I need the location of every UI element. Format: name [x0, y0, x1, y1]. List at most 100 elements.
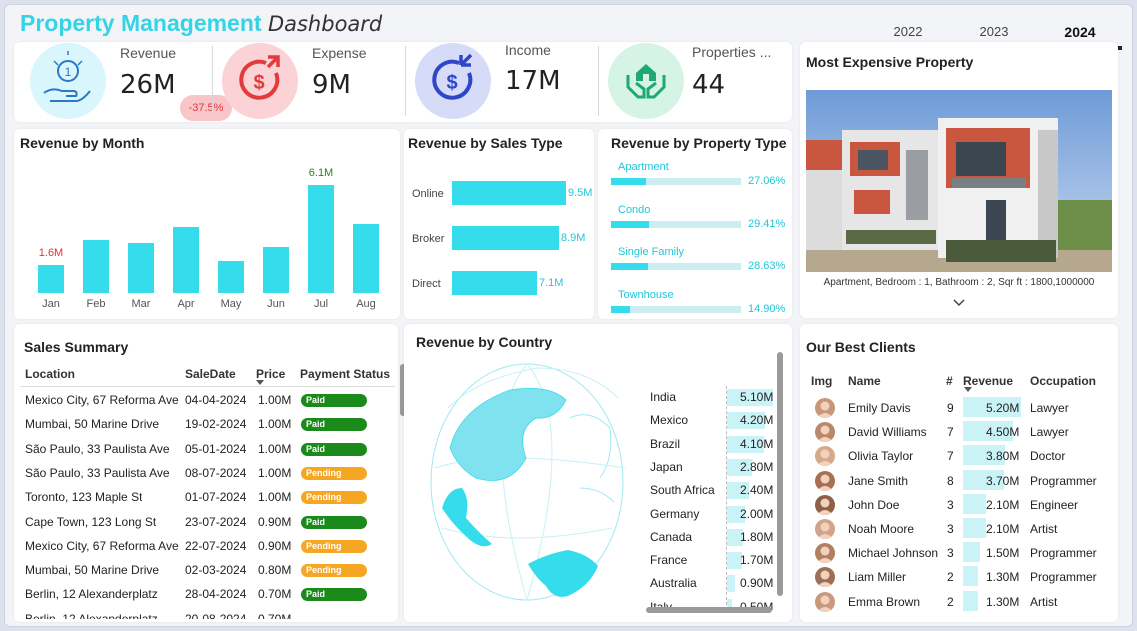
month-tick-label: Apr	[177, 298, 195, 310]
client-revenue-bar[interactable]	[963, 542, 980, 563]
client-revenue-bar[interactable]	[963, 590, 978, 611]
column-header-location[interactable]: Location	[25, 367, 75, 381]
client-revenue: 1.30M	[986, 570, 1020, 585]
month-bar[interactable]	[353, 224, 379, 293]
column-header-occupation[interactable]: Occupation	[1030, 374, 1097, 388]
client-revenue-bar[interactable]	[963, 469, 1004, 490]
country-bar[interactable]	[727, 598, 732, 609]
country-bar[interactable]	[727, 458, 752, 476]
property-type-bar[interactable]	[611, 220, 649, 228]
country-bar[interactable]	[727, 435, 764, 453]
country-bar[interactable]	[727, 528, 743, 546]
month-bar[interactable]	[83, 240, 109, 293]
country-label: Italy	[650, 599, 673, 610]
column-header-price[interactable]: Price	[256, 367, 286, 381]
client-revenue-bar[interactable]	[963, 397, 1021, 417]
month-bar[interactable]	[263, 247, 289, 293]
client-count: 3	[947, 546, 954, 561]
globe-map[interactable]	[420, 358, 634, 610]
sale-location: Mumbai, 50 Marine Drive	[25, 563, 160, 578]
country-bar[interactable]	[727, 552, 742, 570]
house-hands-icon	[608, 43, 684, 119]
client-occupation: Doctor	[1030, 449, 1066, 464]
country-value: 0.90M	[740, 576, 774, 591]
avatar	[815, 422, 835, 443]
avatar	[815, 519, 835, 539]
country-value: 2.80M	[740, 459, 774, 474]
month-bar[interactable]	[308, 185, 334, 293]
client-revenue-bar[interactable]	[963, 566, 978, 587]
sale-date: 01-07-2024	[185, 490, 247, 505]
chevron-down-icon[interactable]	[952, 296, 966, 310]
client-count: 8	[947, 473, 954, 488]
client-name: Jane Smith	[848, 473, 909, 488]
country-value: 4.10M	[740, 436, 774, 451]
column-header-payment-status[interactable]: Payment Status	[300, 367, 391, 381]
client-count: 9	[947, 401, 954, 415]
country-bar[interactable]	[727, 412, 765, 430]
client-revenue-bar[interactable]	[963, 421, 1013, 442]
country-label: India	[650, 390, 677, 404]
client-occupation: Lawyer	[1030, 401, 1069, 415]
client-count: 7	[947, 425, 954, 440]
sales-type-bar[interactable]	[452, 271, 537, 295]
avatar	[815, 398, 835, 418]
country-bar[interactable]	[727, 389, 773, 406]
avatar	[815, 591, 835, 612]
client-revenue-bar[interactable]	[963, 518, 986, 538]
country-bar[interactable]	[727, 505, 745, 523]
country-scrollbar-vertical[interactable]	[777, 352, 783, 596]
sale-price: 0.90M	[258, 514, 292, 529]
sale-price: 1.00M	[258, 441, 292, 456]
avatar	[815, 446, 835, 467]
column-header-img[interactable]: Img	[811, 374, 833, 388]
sales-type-label: Online	[412, 188, 444, 200]
sales-summary-scrollbar[interactable]	[400, 364, 406, 416]
svg-text:$: $	[253, 72, 264, 94]
column-header-name[interactable]: Name	[848, 374, 881, 388]
property-type-bar[interactable]	[611, 178, 646, 185]
country-label: Germany	[650, 506, 700, 521]
month-tick-label: Jun	[267, 298, 285, 310]
month-data-label-min: 1.6M	[38, 247, 64, 259]
kpi-expense-value: 9M	[312, 70, 351, 100]
column-header-saledate[interactable]: SaleDate	[185, 367, 236, 381]
country-bar[interactable]	[727, 482, 749, 500]
kpi-revenue: 1 Revenue 26M -37.5%	[18, 42, 232, 121]
month-bar[interactable]	[218, 261, 244, 293]
revenue-by-property-type-title: Revenue by Property Type	[611, 135, 787, 151]
column-header-count[interactable]: #	[946, 374, 953, 388]
client-occupation: Programmer	[1030, 546, 1097, 561]
sales-type-bar[interactable]	[452, 181, 566, 205]
client-revenue-bar[interactable]	[963, 493, 986, 514]
property-type-track	[611, 220, 741, 228]
sales-type-value: 7.1M	[539, 277, 564, 289]
property-type-bar[interactable]	[611, 263, 648, 270]
month-bar[interactable]	[38, 265, 64, 293]
sale-date: 02-03-2024	[185, 563, 247, 578]
header-divider	[20, 386, 395, 387]
month-bar[interactable]	[173, 227, 199, 293]
sale-price: 1.00M	[258, 490, 292, 505]
sale-location: Mexico City, 67 Reforma Ave	[25, 393, 179, 407]
month-bar[interactable]	[128, 243, 154, 293]
country-scrollbar-horizontal[interactable]	[646, 607, 772, 613]
country-bar[interactable]	[727, 575, 735, 593]
revenue-by-sales-type-title: Revenue by Sales Type	[408, 135, 563, 151]
property-type-value: 14.90%	[748, 302, 786, 315]
payment-status-badge: Pending	[301, 564, 367, 578]
kpi-expense-label: Expense	[312, 45, 367, 61]
client-revenue-bar[interactable]	[963, 445, 1005, 466]
month-tick-label: Jan	[42, 298, 60, 310]
property-type-bar[interactable]	[611, 305, 630, 313]
country-value: 5.10M	[740, 390, 774, 404]
column-header-revenue[interactable]: Revenue	[963, 374, 1014, 388]
payment-status-badge: Paid	[301, 515, 367, 529]
sale-location: Berlin, 12 Alexanderplatz	[25, 587, 158, 602]
client-revenue: 1.30M	[986, 594, 1020, 609]
country-value: 0.50M	[740, 599, 774, 610]
client-occupation: Programmer	[1030, 473, 1097, 488]
sale-price: 0.70M	[258, 611, 292, 619]
sale-location: São Paulo, 33 Paulista Ave	[25, 465, 170, 480]
sales-type-bar[interactable]	[452, 226, 559, 250]
